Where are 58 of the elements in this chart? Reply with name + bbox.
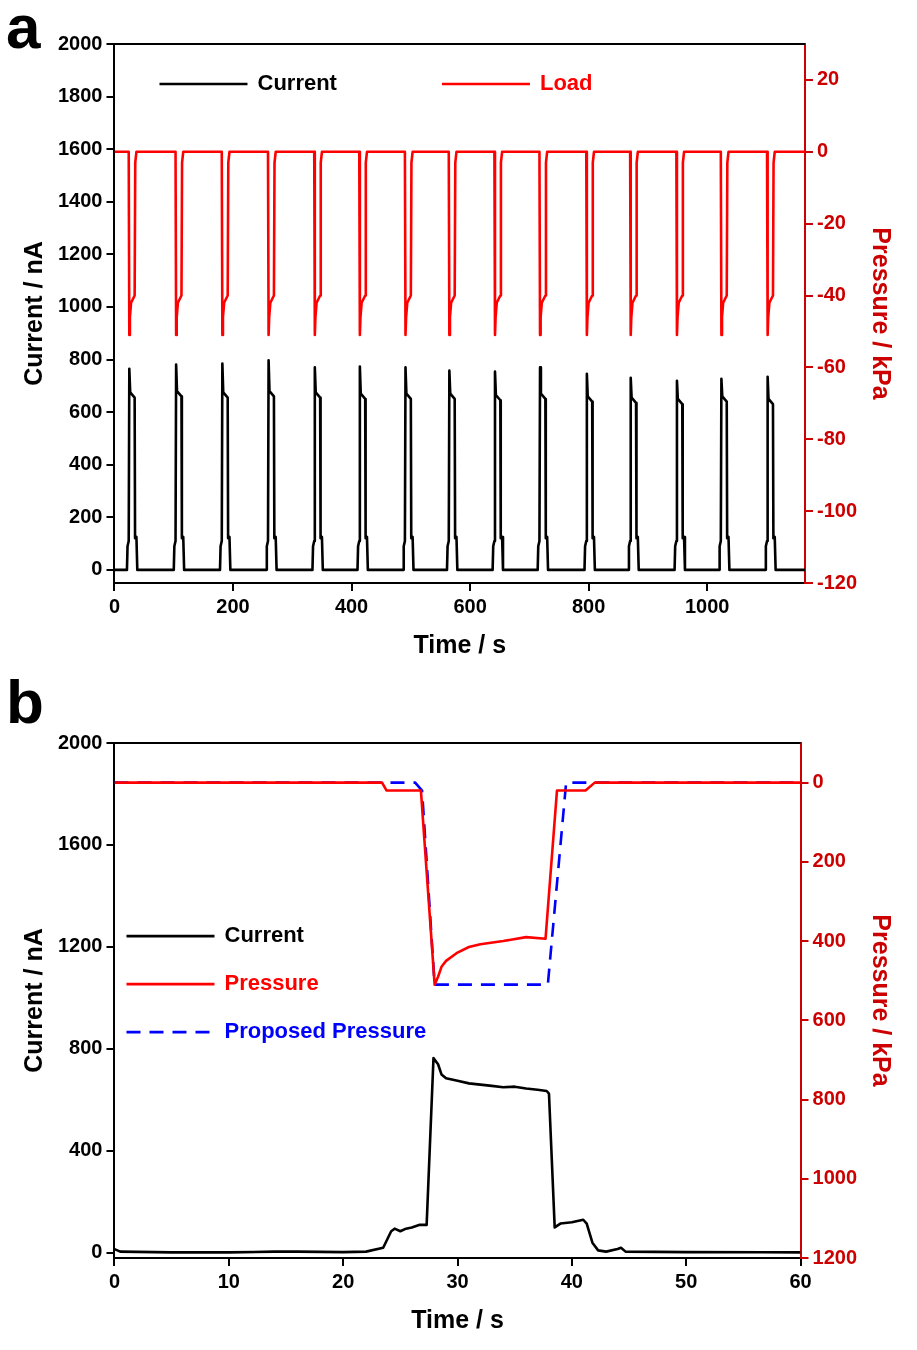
y2-tick-label: -120 (816, 570, 857, 593)
x-tick-label: 40 (560, 1269, 583, 1292)
y2-tick-label: 0 (816, 139, 829, 162)
y-tick-label: 400 (69, 1138, 103, 1161)
y-tick-label: 1600 (57, 832, 103, 855)
chart-title: b (6, 667, 44, 737)
x-axis-title: Time / s (411, 1304, 504, 1333)
y-tick-label: 1600 (57, 136, 103, 159)
y-tick-label: 200 (69, 504, 103, 527)
x-tick-label: 200 (216, 594, 250, 617)
y-axis-title: Current / nA (18, 928, 47, 1073)
x-tick-label: 60 (789, 1269, 812, 1292)
y2-axis-title: Pressure / kPa (868, 914, 897, 1088)
y-tick-label: 1800 (57, 84, 103, 107)
x-tick-label: 800 (571, 594, 606, 617)
y2-tick-label: 600 (812, 1007, 846, 1030)
y-tick-label: 0 (91, 557, 103, 580)
y2-tick-label: -20 (816, 211, 846, 234)
y-tick-label: 600 (69, 399, 103, 422)
x-tick-label: 600 (453, 594, 487, 617)
x-tick-label: 0 (108, 1269, 121, 1292)
legend-label: Current (257, 70, 338, 96)
y2-tick-label: -80 (816, 426, 846, 449)
x-tick-label: 1000 (684, 594, 730, 617)
y2-tick-label: 400 (812, 928, 846, 951)
x-tick-label: 20 (332, 1269, 355, 1292)
y2-tick-label: 1000 (812, 1166, 858, 1189)
legend-label: Load (539, 70, 593, 96)
legend-label: Current (224, 922, 305, 948)
legend-label: Proposed Pressure (224, 1018, 427, 1044)
y-tick-label: 2000 (57, 31, 103, 54)
y-tick-label: 0 (91, 1240, 103, 1263)
legend-label: Pressure (224, 970, 319, 996)
y-tick-label: 800 (69, 1036, 103, 1059)
y-tick-label: 1000 (57, 294, 103, 317)
x-tick-label: 10 (217, 1269, 240, 1292)
y-axis-title: Current / nA (18, 241, 47, 386)
x-tick-label: 400 (334, 594, 369, 617)
chart-title: a (6, 0, 41, 62)
y2-tick-label: 0 (812, 770, 824, 793)
y-tick-label: 1400 (57, 189, 103, 212)
y-tick-label: 2000 (57, 730, 103, 753)
y2-tick-label: 200 (812, 849, 846, 872)
x-tick-label: 50 (675, 1269, 698, 1292)
y2-tick-label: 1200 (812, 1245, 858, 1268)
x-tick-label: 30 (446, 1269, 469, 1292)
y-tick-label: 800 (69, 347, 103, 370)
y2-tick-label: -60 (816, 354, 846, 377)
y-tick-label: 400 (69, 452, 103, 475)
y2-tick-label: -40 (816, 283, 846, 306)
x-tick-label: 0 (108, 594, 121, 617)
y-tick-label: 1200 (57, 241, 103, 264)
x-axis-title: Time / s (413, 629, 507, 658)
y-tick-label: 1200 (57, 934, 103, 957)
y2-tick-label: 800 (812, 1087, 846, 1110)
y2-axis-title: Pressure / kPa (868, 227, 897, 401)
y2-tick-label: -100 (816, 498, 857, 521)
y2-tick-label: 20 (816, 67, 840, 90)
